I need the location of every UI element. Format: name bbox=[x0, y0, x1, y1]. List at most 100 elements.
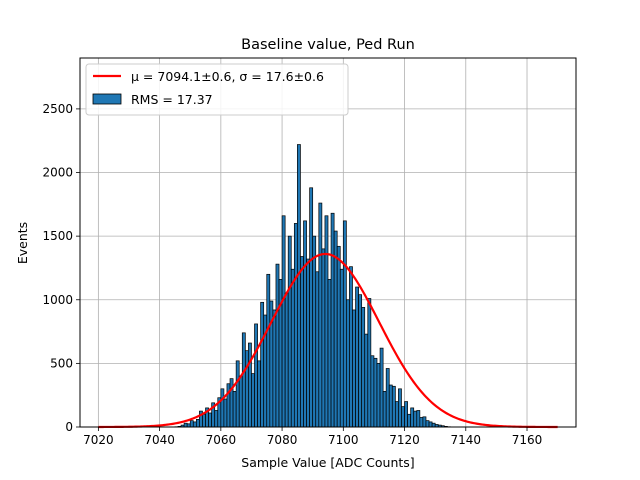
histogram-bar bbox=[272, 309, 277, 428]
y-tick-label: 2500 bbox=[42, 102, 73, 116]
histogram-bar bbox=[407, 413, 412, 428]
histogram-bar bbox=[235, 360, 240, 428]
histogram-bar bbox=[391, 385, 396, 428]
histogram-bar bbox=[373, 357, 378, 428]
histogram-bar bbox=[333, 230, 338, 428]
histogram-bar bbox=[257, 360, 261, 428]
legend: μ = 7094.1±0.6, σ = 17.6±0.6 RMS = 17.37 bbox=[85, 63, 349, 116]
legend-hist-swatch bbox=[92, 93, 122, 105]
histogram-bar bbox=[404, 401, 408, 428]
histogram-bar bbox=[339, 268, 344, 428]
histogram-bar bbox=[284, 293, 289, 428]
histogram-bar bbox=[346, 299, 350, 428]
histogram-bar bbox=[355, 286, 359, 428]
histogram-bar bbox=[254, 323, 258, 428]
histogram-bar bbox=[183, 422, 188, 428]
y-tick-label: 1500 bbox=[42, 229, 73, 243]
x-tick-label: 7080 bbox=[267, 433, 298, 447]
histogram-bar bbox=[266, 273, 271, 428]
histogram-bar bbox=[431, 422, 436, 428]
histogram-bar bbox=[223, 398, 228, 428]
histogram-bar bbox=[358, 294, 363, 428]
histogram-bar bbox=[251, 373, 255, 428]
histogram-bar bbox=[401, 406, 405, 428]
histogram-bar bbox=[376, 363, 381, 428]
histogram-bar bbox=[413, 410, 418, 428]
histogram-bars bbox=[174, 144, 451, 428]
histogram-bar bbox=[370, 355, 375, 428]
x-tick-label: 7040 bbox=[144, 433, 175, 447]
y-tick-label: 1000 bbox=[42, 293, 73, 307]
x-tick-label: 7020 bbox=[83, 433, 114, 447]
x-tick-label: 7120 bbox=[389, 433, 420, 447]
histogram-bar bbox=[312, 235, 317, 428]
x-axis-label: Sample Value [ADC Counts] bbox=[241, 455, 414, 470]
histogram-bar bbox=[244, 350, 249, 428]
legend-hist-label: RMS = 17.37 bbox=[131, 92, 213, 107]
histogram-bar bbox=[208, 412, 213, 428]
histogram-bar bbox=[321, 248, 326, 428]
histogram-bar bbox=[248, 342, 252, 428]
plot-frame bbox=[79, 57, 577, 428]
histogram-bar bbox=[385, 368, 390, 428]
histogram-bar bbox=[293, 223, 298, 428]
histogram-bar bbox=[315, 271, 320, 428]
histogram-bar bbox=[214, 410, 219, 428]
histogram-bar bbox=[352, 309, 356, 428]
histogram-bar bbox=[275, 263, 280, 428]
histogram-bar bbox=[349, 266, 353, 428]
histogram-bar bbox=[395, 401, 399, 428]
histogram-bar bbox=[416, 410, 421, 428]
y-tick-label: 2000 bbox=[42, 166, 73, 180]
legend-fit-label: μ = 7094.1±0.6, σ = 17.6±0.6 bbox=[131, 69, 324, 84]
chart-title: Baseline value, Ped Run bbox=[241, 37, 415, 53]
histogram-bar bbox=[238, 375, 243, 428]
histogram-bar bbox=[303, 220, 307, 428]
histogram-bar bbox=[192, 421, 197, 428]
y-axis-label: Events bbox=[15, 222, 30, 264]
histogram-bar bbox=[241, 332, 246, 428]
x-tick-label: 7100 bbox=[328, 433, 359, 447]
histogram-bar bbox=[422, 416, 427, 428]
histogram-bar bbox=[290, 268, 295, 428]
histogram-bar bbox=[287, 235, 292, 428]
histogram-bar bbox=[336, 245, 341, 428]
histogram-bar bbox=[309, 187, 314, 428]
legend-box bbox=[85, 63, 349, 116]
x-tick-label: 7140 bbox=[451, 433, 482, 447]
histogram-bar bbox=[419, 417, 424, 428]
histogram-bar bbox=[379, 347, 384, 428]
gaussian-fit-curve bbox=[98, 252, 558, 429]
histogram-bar bbox=[327, 279, 332, 428]
histogram-bar bbox=[300, 256, 304, 428]
x-tick-label: 7160 bbox=[512, 433, 543, 447]
histogram-bar bbox=[260, 301, 265, 428]
histogram-bar bbox=[388, 384, 393, 428]
histogram-bar bbox=[306, 258, 310, 428]
histogram-bar bbox=[324, 215, 329, 428]
x-axis-ticks: 7020 7040 7060 7080 7100 7120 7140 7160 bbox=[83, 427, 542, 447]
histogram-bar bbox=[318, 202, 323, 428]
y-axis-ticks: 0 500 1000 1500 2000 2500 bbox=[42, 102, 80, 434]
histogram-bar bbox=[410, 407, 415, 428]
y-tick-label: 0 bbox=[65, 420, 73, 434]
histogram-bar bbox=[428, 421, 433, 428]
histogram-bar bbox=[382, 391, 387, 428]
histogram-bar bbox=[330, 212, 335, 428]
histogram-bar bbox=[398, 388, 402, 428]
histogram-bar bbox=[202, 413, 206, 428]
histogram-bar bbox=[297, 144, 301, 428]
y-tick-label: 500 bbox=[50, 356, 73, 370]
x-tick-label: 7060 bbox=[206, 433, 237, 447]
histogram-bar bbox=[342, 220, 347, 428]
histogram-bar bbox=[367, 298, 372, 428]
histogram-bar bbox=[364, 333, 369, 428]
histogram-bar bbox=[425, 420, 430, 428]
histogram-bar bbox=[220, 388, 225, 428]
histogram-bar bbox=[189, 420, 194, 428]
histogram-bar bbox=[232, 391, 237, 428]
histogram-bar bbox=[195, 419, 200, 428]
histogram-bar bbox=[281, 215, 286, 428]
histogram-bar bbox=[361, 307, 366, 428]
